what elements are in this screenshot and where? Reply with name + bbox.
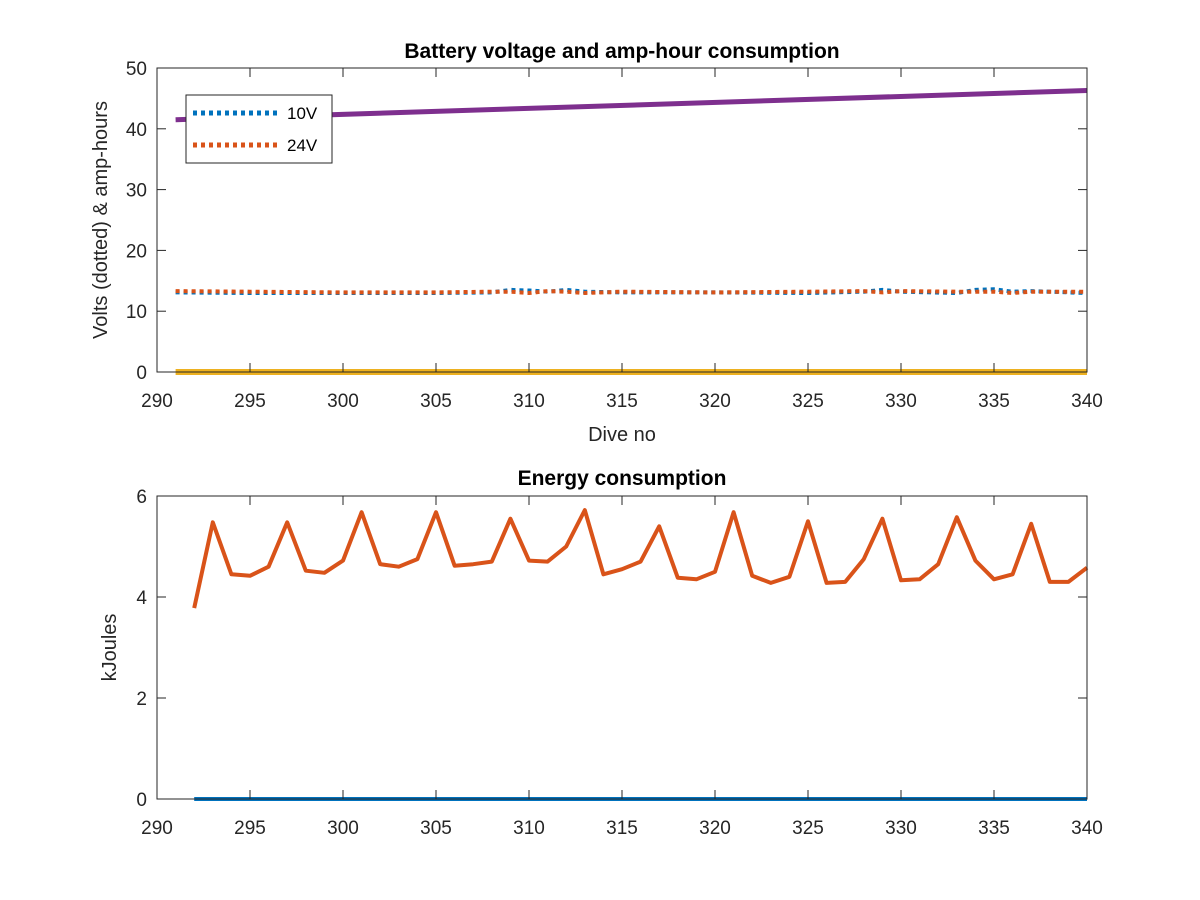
energy-x-tick-label: 330 xyxy=(885,818,917,839)
energy-x-tick-label: 310 xyxy=(513,818,545,839)
energy-series-series-1-line xyxy=(192,508,1089,609)
energy-x-tick-label: 300 xyxy=(327,818,359,839)
voltage-series-24v-line xyxy=(175,289,1087,295)
legend-box xyxy=(185,94,333,164)
voltage-x-tick-label: 340 xyxy=(1071,391,1103,412)
voltage-x-tick-label: 315 xyxy=(606,391,638,412)
energy-x-tick-label: 295 xyxy=(234,818,266,839)
voltage-x-tick-label: 325 xyxy=(792,391,824,412)
voltage-y-tick-label: 10 xyxy=(126,302,147,323)
energy-y-tick-label: 4 xyxy=(136,588,147,609)
legend-label-10v: 10V xyxy=(287,104,318,123)
voltage-x-tick-label: 335 xyxy=(978,391,1010,412)
energy-x-ticks: 290 295 300 305 310 315 320 325 330 335 340 xyxy=(141,496,1103,839)
energy-axes: 290 295 300 305 310 315 320 325 330 335 340 0 2 4 6 E… xyxy=(99,467,1103,839)
voltage-x-tick-label: 300 xyxy=(327,391,359,412)
voltage-x-tick-label: 290 xyxy=(141,391,173,412)
energy-x-tick-label: 315 xyxy=(606,818,638,839)
energy-x-tick-label: 335 xyxy=(978,818,1010,839)
voltage-chart-title: Battery voltage and amp-hour consumption xyxy=(404,40,839,63)
energy-y-ticks: 0 2 4 6 xyxy=(136,487,1087,811)
energy-y-tick-label: 0 xyxy=(136,790,147,811)
voltage-x-tick-label: 320 xyxy=(699,391,731,412)
energy-y-axis-label: kJoules xyxy=(99,614,121,682)
voltage-x-axis-label: Dive no xyxy=(588,424,656,446)
energy-x-tick-label: 340 xyxy=(1071,818,1103,839)
energy-x-tick-label: 325 xyxy=(792,818,824,839)
voltage-y-tick-label: 20 xyxy=(126,241,147,262)
voltage-y-tick-label: 40 xyxy=(126,120,147,141)
voltage-y-tick-label: 0 xyxy=(136,363,147,384)
energy-chart-title: Energy consumption xyxy=(518,467,727,490)
energy-x-tick-label: 305 xyxy=(420,818,452,839)
voltage-y-tick-label: 50 xyxy=(126,59,147,80)
voltage-y-tick-label: 30 xyxy=(126,181,147,202)
energy-x-tick-label: 320 xyxy=(699,818,731,839)
legend-label-24v: 24V xyxy=(287,136,318,155)
voltage-x-tick-label: 305 xyxy=(420,391,452,412)
voltage-x-tick-label: 310 xyxy=(513,391,545,412)
energy-y-tick-label: 2 xyxy=(136,689,147,710)
energy-x-tick-label: 290 xyxy=(141,818,173,839)
energy-y-tick-label: 6 xyxy=(136,487,147,508)
voltage-y-ticks: 0 10 20 30 40 50 xyxy=(126,59,1087,384)
legend: 10V 24V xyxy=(185,94,333,164)
voltage-y-axis-label: Volts (dotted) & amp-hours xyxy=(90,101,112,339)
voltage-x-tick-label: 295 xyxy=(234,391,266,412)
voltage-x-tick-label: 330 xyxy=(885,391,917,412)
voltage-x-ticks: 290 295 300 305 310 315 320 325 330 335 340 xyxy=(141,68,1103,412)
voltage-axes: 290 295 300 305 310 315 320 325 330 335 340 0 10 20 3… xyxy=(90,40,1103,446)
